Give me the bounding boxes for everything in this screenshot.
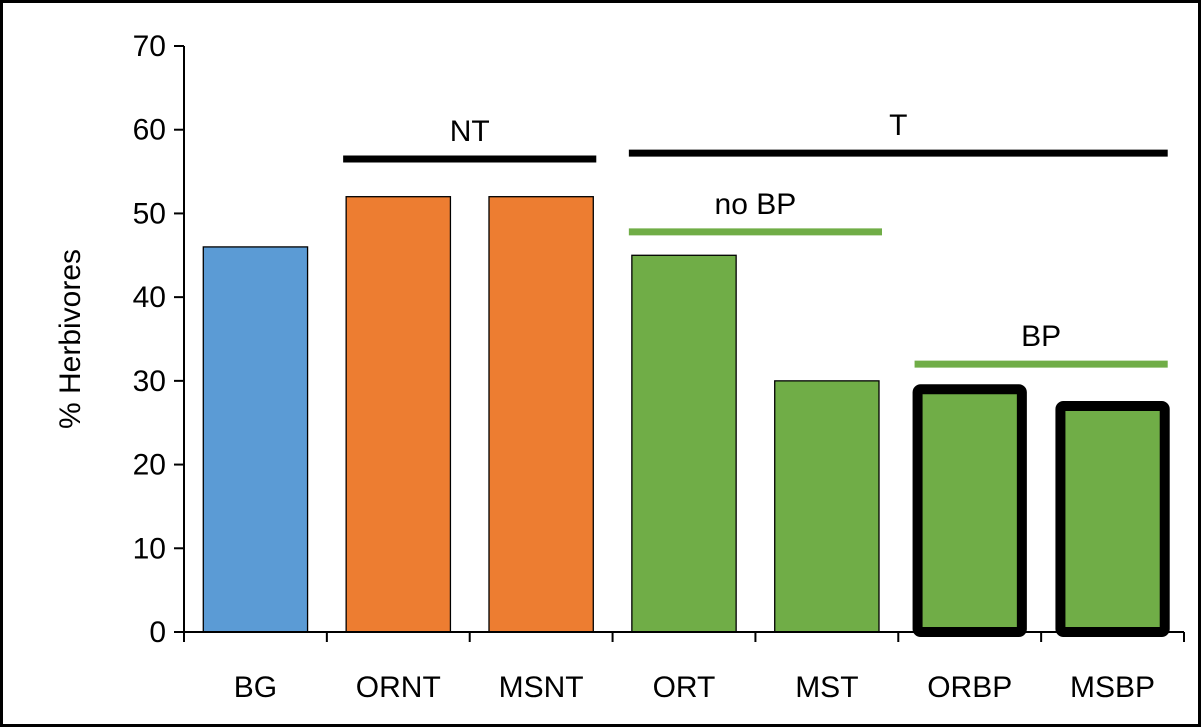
x-tick-label-ort: ORT [653, 671, 716, 704]
y-tick-label: 0 [149, 616, 166, 649]
y-tick-label: 20 [133, 449, 166, 482]
x-tick-label-msbp: MSBP [1070, 671, 1155, 704]
bar-mst [774, 380, 880, 633]
x-tick-label-ornt: ORNT [356, 671, 441, 704]
y-tick-label: 10 [133, 532, 166, 565]
y-tick-label: 60 [133, 114, 166, 147]
bar-msnt [488, 196, 594, 633]
y-tick-label: 50 [133, 197, 166, 230]
annotation-label-nt: NT [450, 115, 490, 148]
y-tick-label: 30 [133, 365, 166, 398]
annotation-label-bp: BP [1021, 320, 1061, 353]
x-tick-label-mst: MST [795, 671, 858, 704]
x-tick-label-msnt: MSNT [499, 671, 584, 704]
bar-msbp [1055, 400, 1170, 637]
annotation-label-no-bp: no BP [715, 188, 797, 221]
bar-orbp [912, 384, 1027, 637]
y-tick-label: 40 [133, 281, 166, 314]
bar-ort [631, 254, 737, 633]
y-tick-label: 70 [133, 30, 166, 63]
y-axis-title: % Herbivores [54, 249, 87, 429]
x-tick-label-orbp: ORBP [927, 671, 1012, 704]
x-tick-label-bg: BG [234, 671, 277, 704]
bar-ornt [345, 196, 452, 633]
bar-bg [202, 246, 309, 633]
annotation-label-t: T [889, 109, 907, 142]
